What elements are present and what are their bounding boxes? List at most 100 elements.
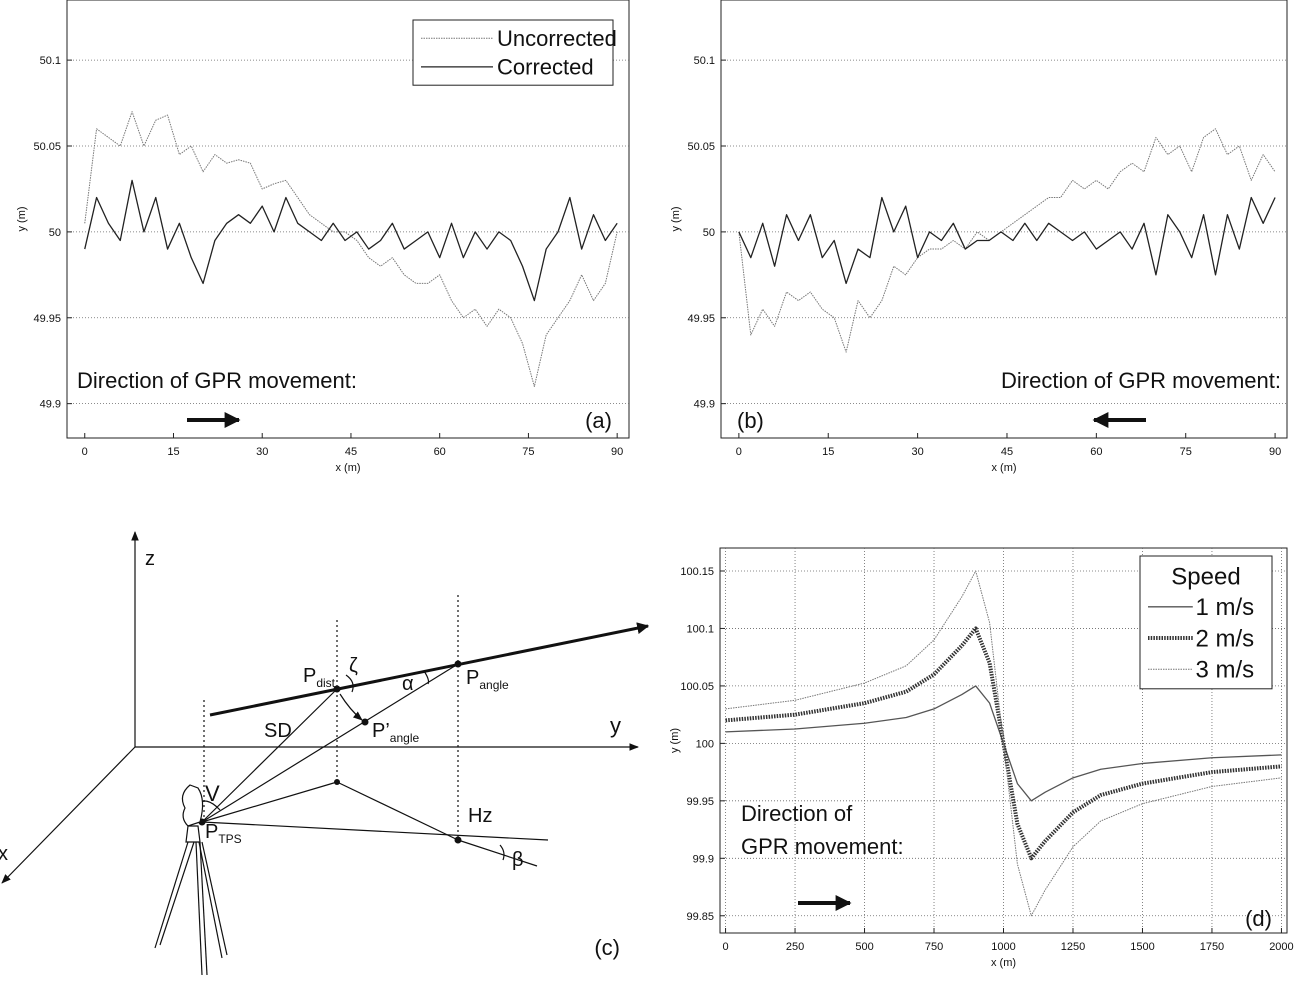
- annotation: Direction of GPR movement:: [1001, 368, 1281, 393]
- diagram-label: Hz: [468, 805, 492, 827]
- annotation: GPR movement:: [741, 834, 904, 859]
- y-tick-label: 50.1: [694, 55, 715, 67]
- x-axis-label: x (m): [335, 462, 360, 474]
- label-text: x: [0, 843, 8, 865]
- x-tick-label: 1000: [991, 941, 1015, 953]
- y-tick-label: 100.05: [680, 681, 714, 693]
- y-axis-label: y (m): [669, 728, 681, 753]
- label-text: P’: [372, 720, 390, 742]
- panel-label: (c): [594, 935, 620, 960]
- x-tick-label: 500: [855, 941, 873, 953]
- legend-label: 3 m/s: [1195, 657, 1254, 684]
- legend-label: Uncorrected: [497, 26, 617, 51]
- panel-label: (a): [585, 408, 612, 433]
- y-axis-label: y (m): [16, 206, 28, 231]
- x-tick-label: 750: [925, 941, 943, 953]
- y-tick-label: 49.9: [694, 399, 715, 411]
- series-line: [738, 128, 1276, 353]
- x-tick-label: 75: [1180, 446, 1192, 458]
- target-path: [209, 622, 650, 717]
- y-tick-label: 49.95: [687, 313, 715, 325]
- label-text: α: [402, 673, 414, 695]
- sd-line: [201, 688, 338, 823]
- y-tick-label: 99.95: [686, 796, 714, 808]
- verticals: [203, 595, 459, 840]
- label-text: P: [303, 665, 316, 687]
- x-tick-label: 45: [345, 446, 357, 458]
- series-line: [738, 196, 1276, 285]
- y-tick-label: 100.1: [686, 623, 714, 635]
- series-line: [725, 570, 1282, 917]
- panel-label: (b): [737, 408, 764, 433]
- diagram-label: α: [402, 673, 414, 695]
- zeta-arc: [345, 674, 354, 693]
- annotation: Direction of: [741, 801, 853, 826]
- diagram-label: z: [145, 548, 155, 570]
- correction-arrow: [339, 693, 363, 721]
- x-tick-label: 1750: [1200, 941, 1224, 953]
- legend-label: 2 m/s: [1195, 625, 1254, 652]
- label-subscript: TPS: [218, 832, 241, 846]
- series-line: [84, 179, 618, 302]
- chart: 49.9 49.95 50 50.05 50.1 0 15 30 45 60 75 90 x (m) y …: [670, 0, 1288, 474]
- label-text: z: [145, 548, 155, 570]
- diagram-label: ζ: [349, 655, 358, 677]
- beta-line: [457, 839, 538, 867]
- x-tick-label: 1500: [1130, 941, 1154, 953]
- y-tick-label: 49.95: [33, 313, 61, 325]
- plot-frame: [720, 0, 1288, 439]
- x-tick-label: 0: [736, 446, 742, 458]
- x-tick-label: 75: [522, 446, 534, 458]
- y-tick-label: 50.05: [33, 141, 61, 153]
- label-text: P: [466, 667, 479, 689]
- legend-box: [1139, 555, 1273, 690]
- legend-title: Speed: [1171, 563, 1240, 590]
- x-tick-label: 1250: [1061, 941, 1085, 953]
- label-text: β: [512, 849, 524, 871]
- ground-line: [201, 781, 338, 823]
- y-tick-label: 50.05: [687, 141, 715, 153]
- diagram-label: SD: [264, 720, 292, 742]
- diagram-label: y: [610, 713, 621, 738]
- x-tick-label: 2000: [1269, 941, 1293, 953]
- legend-label: Corrected: [497, 55, 594, 80]
- annotation: Direction of GPR movement:: [77, 368, 357, 393]
- legend-box: [412, 19, 614, 86]
- label-subscript: dist: [316, 676, 335, 690]
- y-tick-label: 100: [696, 738, 714, 750]
- label-subscript: angle: [479, 678, 509, 692]
- y-axis-label: y (m): [670, 206, 682, 231]
- y-tick-label: 50.1: [40, 55, 61, 67]
- x-tick-label: 90: [1269, 446, 1281, 458]
- x-tick-label: 30: [256, 446, 268, 458]
- panel-label: (d): [1245, 906, 1272, 931]
- chart: 99.85 99.9 99.95 100 100.05 100.1 100.15 0 250 50…: [669, 547, 1294, 969]
- x-tick-label: 15: [822, 446, 834, 458]
- x-tick-label: 0: [82, 446, 88, 458]
- x-axis-label: x (m): [991, 957, 1016, 969]
- label-text: y: [610, 713, 621, 738]
- label-subscript: angle: [390, 731, 420, 745]
- label-text: P: [205, 821, 218, 843]
- x-axis: [1, 746, 136, 884]
- x-tick-label: 60: [434, 446, 446, 458]
- x-tick-label: 0: [722, 941, 728, 953]
- y-tick-label: 49.9: [40, 399, 61, 411]
- label-text: SD: [264, 720, 292, 742]
- diagram-label: P’angle: [372, 720, 419, 745]
- x-tick-label: 250: [786, 941, 804, 953]
- x-tick-label: 15: [167, 446, 179, 458]
- diagram-label: β: [512, 849, 524, 871]
- label-text: Hz: [468, 805, 492, 827]
- x-tick-label: 90: [611, 446, 623, 458]
- x-tick-label: 45: [1001, 446, 1013, 458]
- legend-label: 1 m/s: [1195, 594, 1254, 621]
- angle-line: [201, 663, 459, 823]
- chart: 49.9 49.95 50 50.05 50.1 0 15 30 45 60 75 90 x (m) y …: [16, 0, 630, 474]
- diagram-label: Pdist: [303, 665, 336, 690]
- y-tick-label: 100.15: [680, 566, 714, 578]
- beta-arc: [499, 844, 505, 861]
- diagram-label: x: [0, 843, 8, 865]
